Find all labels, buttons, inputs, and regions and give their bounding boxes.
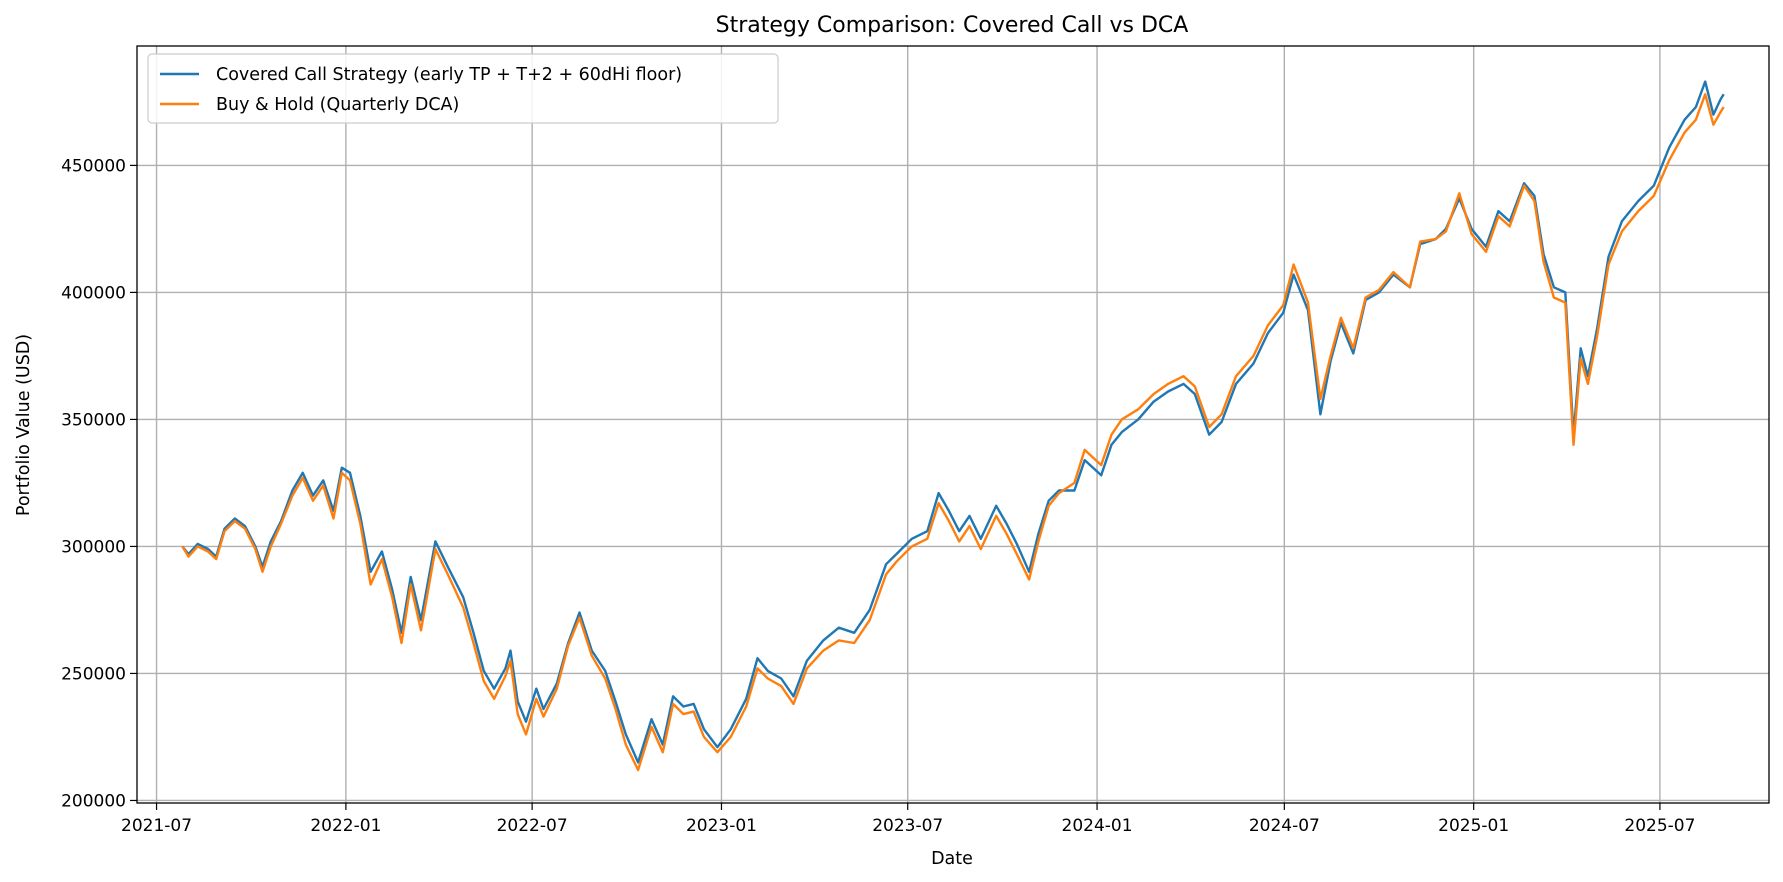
y-axis-ticks: 200000 250000 300000 350000 400000 450000 [61,156,137,811]
y-tick-label: 200000 [61,791,126,811]
x-axis-ticks: 2021-07 2022-01 2022-07 2023-01 2023-07 2024-… [121,803,1695,836]
x-tick-label: 2025-01 [1438,816,1509,836]
x-tick-label: 2024-01 [1062,816,1133,836]
grid-lines [137,46,1769,803]
chart-title: Strategy Comparison: Covered Call vs DCA [716,13,1189,38]
x-axis-label: Date [931,849,973,869]
x-tick-label: 2022-01 [310,816,381,836]
y-tick-label: 250000 [61,664,126,684]
series-line-buy-hold [181,93,1725,772]
y-tick-label: 350000 [61,410,126,430]
series-line-covered-call [181,80,1725,764]
x-tick-label: 2021-07 [121,816,192,836]
plot-area-frame [136,45,1770,804]
x-tick-label: 2024-07 [1249,816,1320,836]
x-tick-label: 2022-07 [497,816,568,836]
legend: Covered Call Strategy (early TP + T+2 + … [147,53,779,124]
legend-label-covered-call: Covered Call Strategy (early TP + T+2 + … [216,65,682,85]
y-tick-label: 300000 [61,537,126,557]
y-axis-label: Portfolio Value (USD) [14,334,34,516]
series-lines [181,80,1725,772]
x-tick-label: 2023-07 [872,816,943,836]
legend-box [147,53,779,124]
x-tick-label: 2025-07 [1624,816,1695,836]
x-tick-label: 2023-01 [686,816,757,836]
legend-label-buy-hold: Buy & Hold (Quarterly DCA) [216,95,459,115]
y-tick-label: 400000 [61,283,126,303]
y-tick-label: 450000 [61,156,126,176]
